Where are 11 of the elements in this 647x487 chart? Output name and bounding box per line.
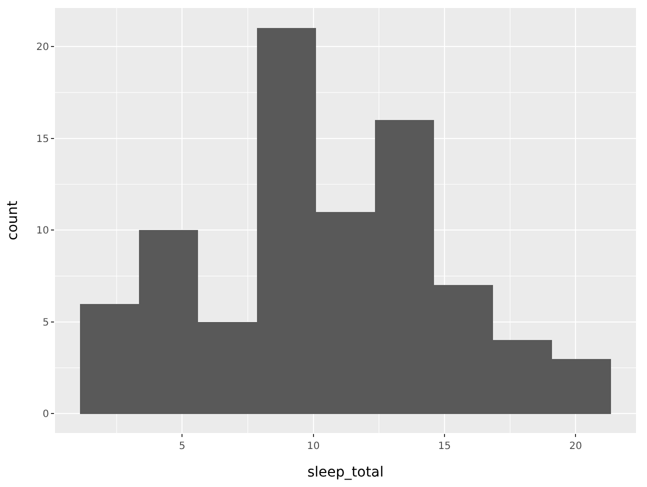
y-tick-label: 0	[42, 409, 49, 420]
y-tick-label: 5	[42, 317, 49, 328]
x-axis-title: sleep_total	[307, 464, 384, 480]
x-tick-label: 10	[307, 441, 320, 452]
y-tick-label: 10	[36, 226, 49, 237]
y-tick-label: 15	[36, 134, 49, 145]
y-axis-title: count	[4, 200, 21, 240]
x-tick-label: 20	[569, 441, 582, 452]
y-tick-label: 20	[36, 42, 49, 54]
x-tick-label: 15	[438, 441, 451, 452]
x-tick-label: 5	[179, 441, 186, 452]
